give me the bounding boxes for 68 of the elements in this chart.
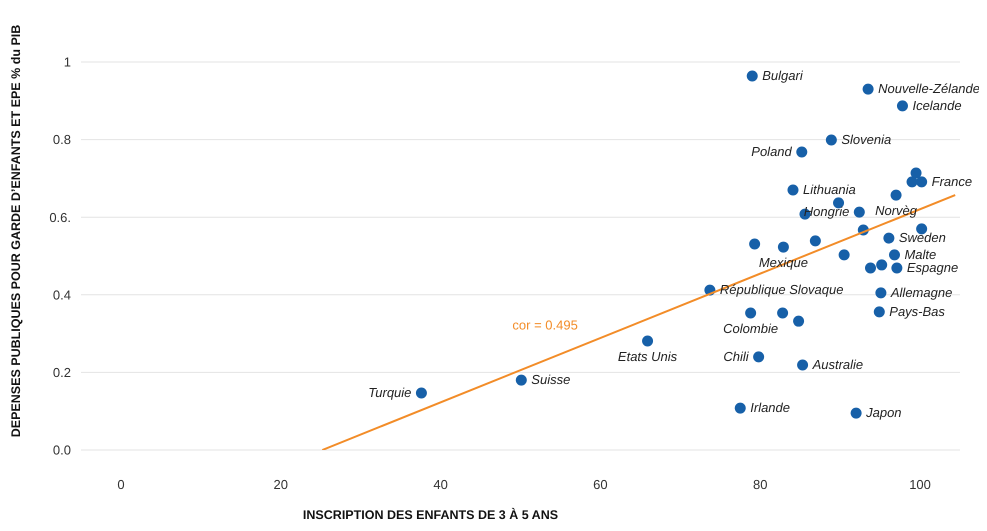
point <box>876 259 888 270</box>
point <box>826 134 837 146</box>
point <box>797 360 808 371</box>
annotation: Icelande <box>912 98 962 113</box>
annotation: Chili <box>723 348 750 364</box>
point <box>745 308 756 319</box>
y-axis-title: DEPENSES PUBLIQUES POUR GARDE D’ENFANTS ET EPE % du PIB <box>9 24 23 438</box>
point <box>810 235 821 246</box>
point <box>865 262 876 274</box>
y-tick-label: 0.8 <box>52 132 71 148</box>
point <box>516 374 527 386</box>
point <box>734 402 746 414</box>
annotation: Lithuania <box>802 182 856 198</box>
point <box>416 387 427 398</box>
point <box>787 184 798 196</box>
point <box>875 287 886 298</box>
annotation: Norvèg <box>875 203 918 218</box>
annotation: Malte <box>904 246 936 262</box>
x-tick-label: 60 <box>593 477 608 492</box>
point <box>883 232 894 244</box>
point <box>888 249 900 260</box>
x-tick-label: 80 <box>752 477 768 492</box>
annotation: Pays-Bas <box>889 304 946 319</box>
annotation: Sweden <box>898 230 946 246</box>
x-tick-label: 0 <box>117 477 125 492</box>
point <box>642 335 654 346</box>
point <box>874 306 885 318</box>
annotation: Espagne <box>906 260 958 276</box>
point <box>850 408 862 419</box>
y-tick-label: 0.2 <box>52 365 71 380</box>
point <box>753 351 764 362</box>
point <box>796 146 808 158</box>
annotation: Slovenia <box>841 132 892 147</box>
annotation: Japon <box>865 405 902 420</box>
point <box>749 238 760 250</box>
point <box>838 249 850 260</box>
y-tick-label: 0.0 <box>52 442 71 458</box>
x-tick-label: 40 <box>433 477 448 492</box>
annotation: Turquie <box>368 384 412 400</box>
y-tick-label: 0.6. <box>49 210 71 225</box>
point <box>854 206 865 218</box>
annotation: Allemagne <box>890 284 952 300</box>
point <box>778 242 789 253</box>
annotation: Colombie <box>723 321 778 336</box>
point <box>906 176 918 188</box>
annotation: Bulgari <box>762 68 804 83</box>
annotation: Poland <box>751 144 793 160</box>
point <box>862 84 874 95</box>
point <box>896 100 908 112</box>
point <box>890 190 902 201</box>
x-tick-label: 20 <box>274 477 288 492</box>
y-tick-label: 1 <box>64 54 71 70</box>
point <box>910 167 922 178</box>
annotation: Irlande <box>750 400 790 416</box>
point <box>891 262 902 274</box>
point <box>746 70 758 82</box>
annotation: France <box>932 174 972 189</box>
annotation: cor = 0.495 <box>512 318 578 333</box>
point <box>916 176 928 188</box>
annotation: Suisse <box>531 372 570 388</box>
point <box>793 316 804 327</box>
annotation: République Slovaque <box>720 282 844 298</box>
annotation: Etats Unis <box>618 348 678 364</box>
x-axis-title: INSCRIPTION DES ENFANTS DE 3 À 5 ANS <box>302 507 558 522</box>
y-tick-label: 0.4 <box>52 287 71 302</box>
point <box>777 308 788 319</box>
x-tick-label: 100 <box>909 477 931 492</box>
annotation: Australie <box>812 357 864 372</box>
